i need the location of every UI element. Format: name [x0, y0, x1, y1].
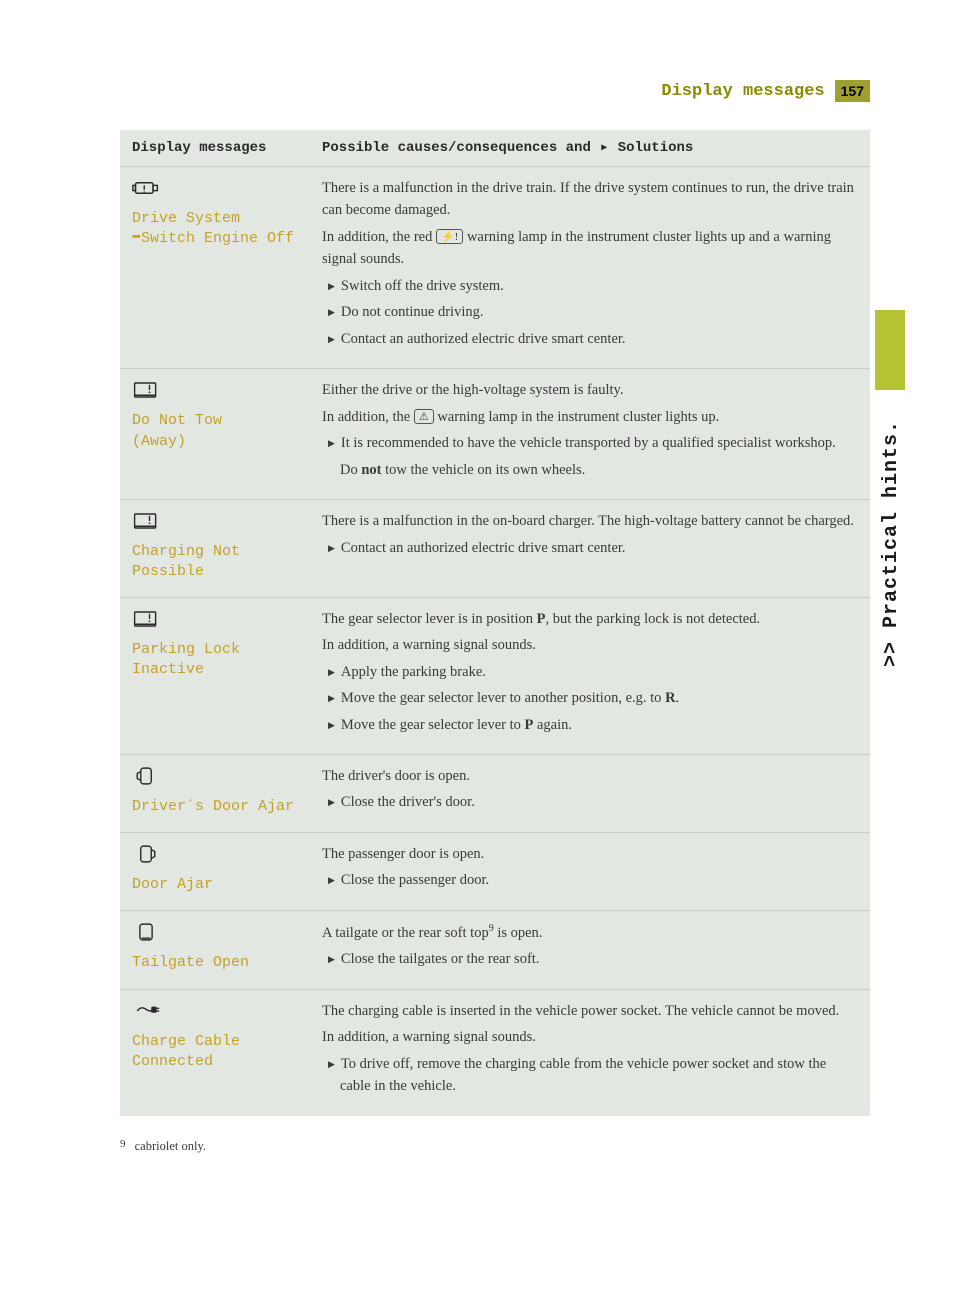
door-right-icon [132, 843, 298, 869]
solution-cell: The driver's door is open. Close the driv… [310, 755, 870, 833]
message-label: Parking LockInactive [132, 640, 298, 681]
col2-suffix: Solutions [618, 140, 694, 156]
body-text: In addition, a warning signal sounds. [322, 634, 858, 656]
door-left-icon [132, 765, 298, 791]
solution-cell: Either the drive or the high-voltage sys… [310, 369, 870, 500]
action-step: Apply the parking brake. [322, 661, 858, 683]
table-row: Door Ajar The passenger door is open. Clos… [120, 832, 870, 910]
footnote: 9 cabriolet only. [120, 1138, 870, 1154]
body-text: In addition, a warning signal sounds. [322, 1026, 858, 1048]
display-messages-table: Display messages Possible causes/consequ… [120, 130, 870, 1116]
footnote-number: 9 [120, 1138, 126, 1150]
solution-cell: The charging cable is inserted in the ve… [310, 989, 870, 1115]
action-step: Move the gear selector lever to another … [322, 687, 858, 709]
action-step: To drive off, remove the charging cable … [322, 1053, 858, 1098]
body-text: In addition, the ⚠ warning lamp in the i… [322, 406, 858, 428]
footnote-text: cabriolet only. [135, 1139, 206, 1153]
solution-cell: A tailgate or the rear soft top9 is open… [310, 910, 870, 989]
message-cell: Door Ajar [120, 832, 310, 910]
body-text: There is a malfunction in the drive trai… [322, 177, 858, 222]
body-text: A tailgate or the rear soft top9 is open… [322, 921, 858, 944]
body-text: Either the drive or the high-voltage sys… [322, 379, 858, 401]
message-label: Drive System➦Switch Engine Off [132, 209, 298, 250]
table-row: Drive System➦Switch Engine Off There is a… [120, 167, 870, 369]
solution-cell: The passenger door is open. Close the pas… [310, 832, 870, 910]
message-cell: Charge CableConnected [120, 989, 310, 1115]
sub-note: Do not tow the vehicle on its own wheels… [322, 459, 858, 481]
message-cell: Do Not Tow (Away) [120, 369, 310, 500]
action-step: It is recommended to have the vehicle tr… [322, 432, 858, 454]
col-header-messages: Display messages [120, 130, 310, 167]
body-text: There is a malfunction in the on-board c… [322, 510, 858, 532]
body-text: In addition, the red ⚡! warning lamp in … [322, 226, 858, 271]
action-step: Switch off the drive system. [322, 275, 858, 297]
table-row: Tailgate Open A tailgate or the rear soft… [120, 910, 870, 989]
message-cell: Charging NotPossible [120, 500, 310, 598]
message-cell: Tailgate Open [120, 910, 310, 989]
message-label: Charging NotPossible [132, 542, 298, 583]
action-step: Close the driver's door. [322, 791, 858, 813]
page-content: Display messages 157 Display messages Po… [0, 0, 960, 1194]
table-row: Do Not Tow (Away) Either the drive or the… [120, 369, 870, 500]
message-cell: Drive System➦Switch Engine Off [120, 167, 310, 369]
action-step: Contact an authorized electric drive sma… [322, 537, 858, 559]
col-header-solutions: Possible causes/consequences and ▶ Solut… [310, 130, 870, 167]
table-row: Parking LockInactive The gear selector le… [120, 597, 870, 754]
action-step: Close the passenger door. [322, 869, 858, 891]
body-text: The gear selector lever is in position P… [322, 608, 858, 630]
plug-icon [132, 1000, 298, 1026]
inline-warning-icon: ⚡! [436, 229, 463, 244]
action-step: Do not continue driving. [322, 301, 858, 323]
message-cell: Parking LockInactive [120, 597, 310, 754]
table-row: Driver´s Door Ajar The driver's door is o… [120, 755, 870, 833]
body-text: The passenger door is open. [322, 843, 858, 865]
tailgate-icon [132, 921, 298, 947]
body-text: The driver's door is open. [322, 765, 858, 787]
solution-cell: There is a malfunction in the drive trai… [310, 167, 870, 369]
page-number: 157 [835, 80, 870, 102]
table-row: Charge CableConnected The charging cable … [120, 989, 870, 1115]
action-step: Move the gear selector lever to P again. [322, 714, 858, 736]
message-label: Do Not Tow (Away) [132, 411, 298, 452]
message-cell: Driver´s Door Ajar [120, 755, 310, 833]
table-row: Charging NotPossible There is a malfuncti… [120, 500, 870, 598]
info-manual-icon [132, 608, 298, 634]
info-manual-icon [132, 379, 298, 405]
solution-cell: The gear selector lever is in position P… [310, 597, 870, 754]
header-title: Display messages [661, 82, 824, 101]
col2-prefix: Possible causes/consequences and [322, 140, 591, 156]
page-header: Display messages 157 [120, 80, 870, 102]
message-label: Charge CableConnected [132, 1032, 298, 1073]
action-step: Contact an authorized electric drive sma… [322, 328, 858, 350]
inline-warning-icon: ⚠ [414, 409, 434, 424]
engine-warning-icon [132, 177, 298, 203]
solution-cell: There is a malfunction in the on-board c… [310, 500, 870, 598]
info-manual-icon [132, 510, 298, 536]
message-label: Door Ajar [132, 875, 298, 895]
message-label: Driver´s Door Ajar [132, 797, 298, 817]
solutions-arrow-icon: ▶ [601, 143, 607, 154]
action-step: Close the tailgates or the rear soft. [322, 948, 858, 970]
message-label: Tailgate Open [132, 953, 298, 973]
body-text: The charging cable is inserted in the ve… [322, 1000, 858, 1022]
